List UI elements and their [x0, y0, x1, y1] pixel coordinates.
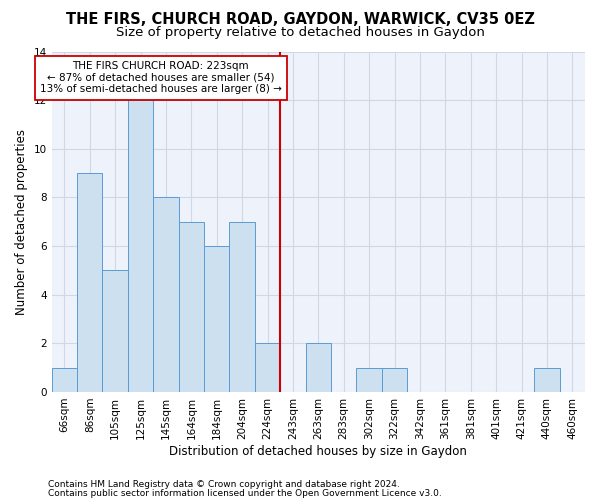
X-axis label: Distribution of detached houses by size in Gaydon: Distribution of detached houses by size … — [169, 444, 467, 458]
Bar — [229, 222, 255, 392]
Bar — [534, 368, 560, 392]
Text: THE FIRS, CHURCH ROAD, GAYDON, WARWICK, CV35 0EZ: THE FIRS, CHURCH ROAD, GAYDON, WARWICK, … — [65, 12, 535, 28]
Text: THE FIRS CHURCH ROAD: 223sqm
← 87% of detached houses are smaller (54)
13% of se: THE FIRS CHURCH ROAD: 223sqm ← 87% of de… — [40, 61, 282, 94]
Text: Size of property relative to detached houses in Gaydon: Size of property relative to detached ho… — [116, 26, 484, 39]
Bar — [153, 198, 179, 392]
Bar — [305, 344, 331, 392]
Y-axis label: Number of detached properties: Number of detached properties — [15, 128, 28, 314]
Bar — [356, 368, 382, 392]
Bar — [77, 173, 103, 392]
Bar — [204, 246, 229, 392]
Bar — [382, 368, 407, 392]
Bar — [179, 222, 204, 392]
Text: Contains public sector information licensed under the Open Government Licence v3: Contains public sector information licen… — [48, 489, 442, 498]
Bar — [103, 270, 128, 392]
Bar — [52, 368, 77, 392]
Text: Contains HM Land Registry data © Crown copyright and database right 2024.: Contains HM Land Registry data © Crown c… — [48, 480, 400, 489]
Bar — [255, 344, 280, 392]
Bar — [128, 100, 153, 392]
